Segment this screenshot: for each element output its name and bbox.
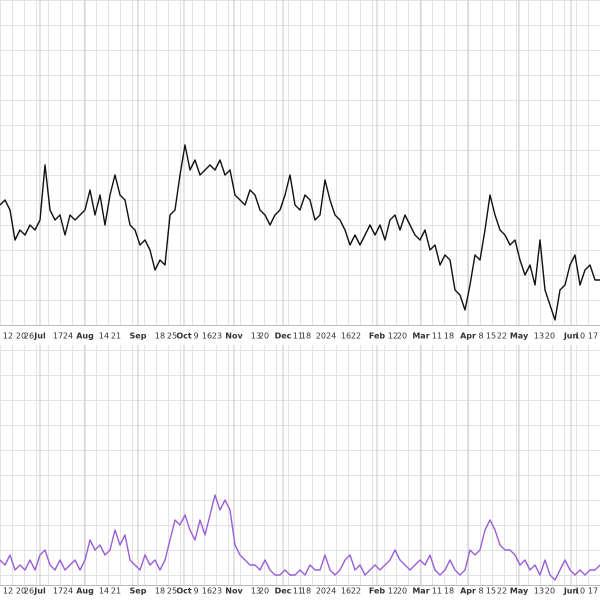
- x-tick-label: 18: [301, 332, 311, 341]
- x-tick-label: May: [510, 587, 529, 596]
- x-tick-label: Sep: [130, 587, 147, 596]
- x-tick-label: Feb: [369, 332, 386, 341]
- x-tick-label: 20: [259, 332, 269, 341]
- x-tick-label: 18: [444, 332, 454, 341]
- x-tick-label: 22: [351, 332, 361, 341]
- x-tick-label: 12: [3, 332, 13, 341]
- x-tick-label: 25: [167, 332, 177, 341]
- x-tick-label: 8: [478, 332, 483, 341]
- x-tick-label: Oct: [176, 332, 192, 341]
- x-tick-label: 22: [351, 587, 361, 596]
- x-tick-label: 23: [212, 332, 222, 341]
- x-tick-label: 13: [251, 332, 261, 341]
- x-tick-label: 13: [534, 587, 544, 596]
- x-tick-label: 20: [397, 587, 407, 596]
- x-tick-label: 16: [202, 332, 212, 341]
- x-tick-label: Aug: [76, 332, 94, 341]
- x-tick-label: 13: [534, 332, 544, 341]
- x-tick-label: Apr: [460, 332, 476, 341]
- x-tick-label: 12: [388, 332, 398, 341]
- x-tick-label: 10: [575, 587, 585, 596]
- x-tick-label: 20: [16, 332, 26, 341]
- x-tick-label: May: [510, 332, 529, 341]
- x-tick-label: 26: [24, 587, 34, 596]
- x-tick-label: 18: [301, 587, 311, 596]
- x-tick-label: 14: [99, 587, 109, 596]
- x-tick-label: 12: [3, 587, 13, 596]
- x-tick-label: 20: [545, 332, 555, 341]
- x-tick-label: Oct: [176, 587, 192, 596]
- x-tick-label: Mar: [412, 332, 429, 341]
- x-tick-label: 18: [155, 332, 165, 341]
- x-tick-label: 13: [251, 587, 261, 596]
- x-tick-label: 17: [588, 587, 598, 596]
- x-tick-label: 2024: [316, 332, 336, 341]
- x-tick-label: 11: [432, 332, 442, 341]
- x-tick-label: Apr: [460, 587, 476, 596]
- x-tick-label: 10: [575, 332, 585, 341]
- x-tick-label: 11: [432, 587, 442, 596]
- x-tick-label: 20: [259, 587, 269, 596]
- x-tick-label: 23: [212, 587, 222, 596]
- x-tick-label: Dec: [275, 587, 292, 596]
- x-tick-label: Nov: [225, 332, 243, 341]
- x-tick-label: 2024: [316, 587, 336, 596]
- x-tick-label: Feb: [369, 587, 386, 596]
- x-tick-label: 18: [155, 587, 165, 596]
- x-tick-label: 17: [53, 332, 63, 341]
- x-tick-label: 17: [53, 587, 63, 596]
- x-tick-label: 22: [497, 332, 507, 341]
- x-tick-label: 8: [478, 587, 483, 596]
- x-tick-label: 16: [202, 587, 212, 596]
- x-tick-label: Nov: [225, 587, 243, 596]
- bottom-panel-grid: [0, 345, 600, 585]
- x-tick-label: 12: [388, 587, 398, 596]
- top-panel-grid: [0, 0, 600, 325]
- x-tick-label: 11: [293, 587, 303, 596]
- x-tick-label: 21: [111, 332, 121, 341]
- x-tick-label: Dec: [275, 332, 292, 341]
- x-tick-label: Sep: [130, 332, 147, 341]
- x-tick-label: Jul: [33, 332, 46, 341]
- x-tick-label: 16: [341, 587, 351, 596]
- x-tick-label: 20: [397, 332, 407, 341]
- x-tick-label: 24: [63, 332, 73, 341]
- x-tick-label: 17: [588, 332, 598, 341]
- x-tick-label: 20: [16, 587, 26, 596]
- series-line: [0, 494, 600, 581]
- x-tick-label: Jun: [563, 332, 579, 341]
- x-tick-label: 9: [193, 587, 198, 596]
- x-tick-label: Jul: [33, 587, 46, 596]
- x-tick-label: 15: [486, 332, 496, 341]
- x-tick-label: 9: [193, 332, 198, 341]
- x-tick-label: 26: [24, 332, 34, 341]
- x-tick-label: 14: [99, 332, 109, 341]
- x-tick-label: Mar: [412, 587, 429, 596]
- x-tick-label: 24: [63, 587, 73, 596]
- x-tick-label: 22: [497, 587, 507, 596]
- x-tick-label: 16: [341, 332, 351, 341]
- x-tick-label: 15: [486, 587, 496, 596]
- x-tick-label: 18: [444, 587, 454, 596]
- x-tick-label: Aug: [76, 587, 94, 596]
- x-tick-label: 20: [545, 587, 555, 596]
- x-tick-label: Jun: [563, 587, 579, 596]
- series-line: [0, 144, 600, 321]
- x-tick-label: 25: [167, 587, 177, 596]
- x-tick-label: 21: [111, 587, 121, 596]
- x-tick-label: 11: [293, 332, 303, 341]
